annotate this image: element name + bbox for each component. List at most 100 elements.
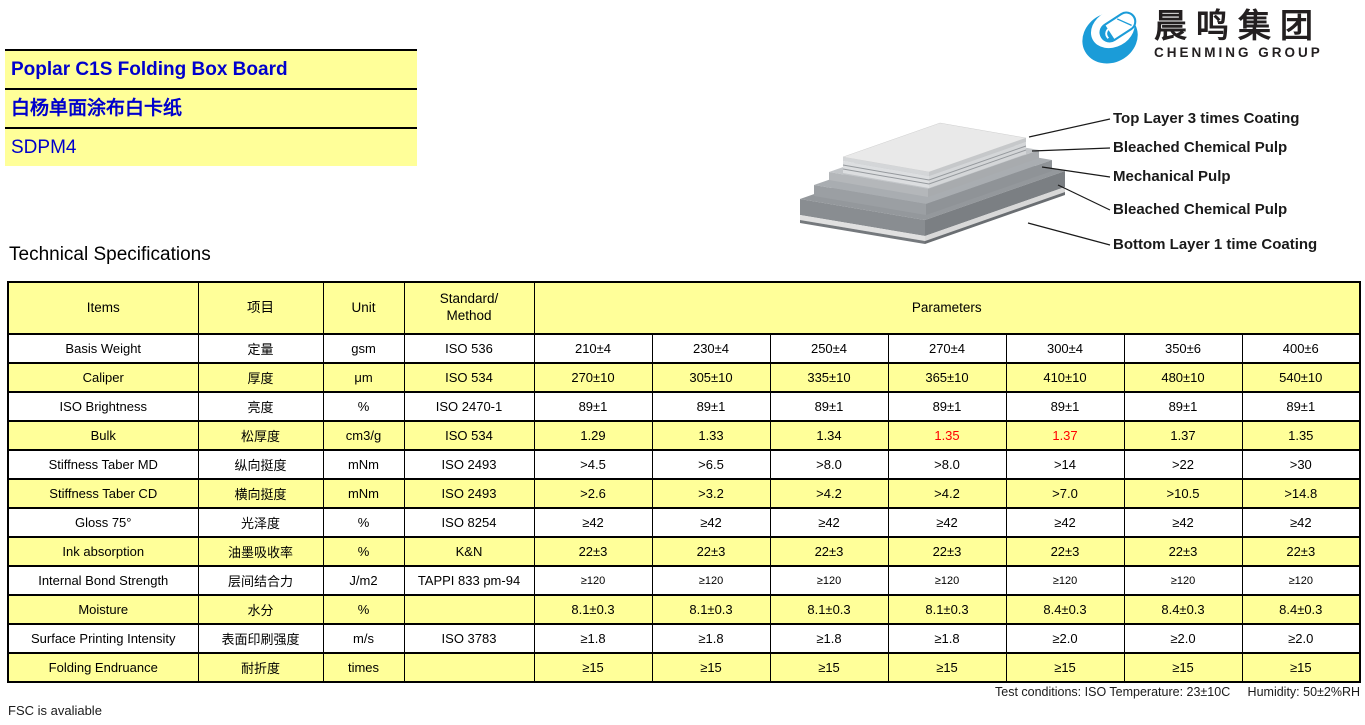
table-row: Stiffness Taber MD 纵向挺度 mNm ISO 2493 >4.5 >6.… — [7, 449, 1361, 480]
layer-label: Bleached Chemical Pulp — [1113, 201, 1288, 218]
spec-value: >10.5 — [1123, 478, 1243, 509]
company-logo: 晨鸣集团 CHENMING GROUP — [1074, 5, 1323, 69]
humidity-text: Humidity: 50±2%RH — [1247, 685, 1360, 699]
spec-value: 1.34 — [769, 420, 889, 451]
spec-standard: ISO 534 — [403, 362, 535, 393]
spec-value: 22±3 — [769, 536, 889, 567]
spec-value: 230±4 — [651, 333, 771, 364]
spec-value: ≥15 — [1005, 652, 1125, 683]
spec-item-zh: 横向挺度 — [197, 478, 324, 509]
spec-value: 8.1±0.3 — [533, 594, 653, 625]
product-name-en: Poplar C1S Folding Box Board — [5, 49, 417, 88]
col-header-unit: Unit — [322, 281, 405, 335]
spec-item-en: Stiffness Taber CD — [7, 478, 199, 509]
spec-item-zh: 定量 — [197, 333, 324, 364]
spec-item-en: ISO Brightness — [7, 391, 199, 422]
table-row: Folding Endruance 耐折度 times ≥15 ≥15 ≥15 ≥15 ≥15… — [7, 652, 1361, 683]
spec-value: 89±1 — [1005, 391, 1125, 422]
spec-unit: % — [322, 391, 405, 422]
spec-value: 89±1 — [651, 391, 771, 422]
spec-value: >2.6 — [533, 478, 653, 509]
spec-value: ≥42 — [769, 507, 889, 538]
col-header-items: Items — [7, 281, 199, 335]
col-header-parameters: Parameters — [533, 281, 1361, 335]
spec-item-zh: 光泽度 — [197, 507, 324, 538]
company-name-zh: 晨鸣集团 — [1154, 7, 1322, 44]
spec-value: 365±10 — [887, 362, 1007, 393]
spec-item-zh: 油墨吸收率 — [197, 536, 324, 567]
spec-value: 540±10 — [1241, 362, 1361, 393]
spec-value: >14.8 — [1241, 478, 1361, 509]
spec-value: 89±1 — [887, 391, 1007, 422]
spec-value: >3.2 — [651, 478, 771, 509]
spec-value: >22 — [1123, 449, 1243, 480]
spec-item-en: Caliper — [7, 362, 199, 393]
spec-value: >8.0 — [887, 449, 1007, 480]
spec-unit: mNm — [322, 449, 405, 480]
layer-stack-illustration — [800, 118, 1111, 246]
layer-label: Bottom Layer 1 time Coating — [1113, 236, 1318, 253]
spec-value: 8.4±0.3 — [1241, 594, 1361, 625]
spec-item-en: Bulk — [7, 420, 199, 451]
spec-value: 400±6 — [1241, 333, 1361, 364]
col-header-standard: Standard/ Method — [403, 281, 535, 335]
board-structure-diagram: Top Layer 3 times Coating Bleached Chemic… — [780, 95, 1365, 265]
spec-value: 300±4 — [1005, 333, 1125, 364]
spec-unit: mNm — [322, 478, 405, 509]
spec-value: 8.1±0.3 — [651, 594, 771, 625]
spec-value: >4.2 — [887, 478, 1007, 509]
product-name-zh: 白杨单面涂布白卡纸 — [5, 88, 417, 127]
spec-value: 480±10 — [1123, 362, 1243, 393]
spec-item-zh: 厚度 — [197, 362, 324, 393]
spec-value: ≥15 — [533, 652, 653, 683]
spec-unit: m/s — [322, 623, 405, 654]
spec-table-body: Basis Weight 定量 gsm ISO 536 210±4 230±4 250±4 2… — [7, 333, 1361, 683]
test-conditions: Test conditions: ISO Temperature: 23±10C… — [995, 685, 1360, 699]
spec-value: ≥120 — [887, 565, 1007, 596]
spec-value: 89±1 — [769, 391, 889, 422]
spec-value: >14 — [1005, 449, 1125, 480]
spec-value: 210±4 — [533, 333, 653, 364]
table-row: ISO Brightness 亮度% ISO 2470-1 89±1 89±1 89±1 8… — [7, 391, 1361, 422]
spec-item-en: Basis Weight — [7, 333, 199, 364]
spec-value: ≥15 — [887, 652, 1007, 683]
table-row: Internal Bond Strength 层间结合力 J/m2 TAPPI 833… — [7, 565, 1361, 596]
spec-standard: TAPPI 833 pm-94 — [403, 565, 535, 596]
layer-label: Top Layer 3 times Coating — [1113, 110, 1300, 127]
spec-value: 22±3 — [651, 536, 771, 567]
table-row: Stiffness Taber CD 横向挺度 mNm ISO 2493 >2.6 >3.… — [7, 478, 1361, 509]
spec-value: 1.33 — [651, 420, 771, 451]
table-row: Surface Printing Intensity 表面印刷强度 m/s ISO 3… — [7, 623, 1361, 654]
logo-text: 晨鸣集团 CHENMING GROUP — [1154, 5, 1323, 61]
spec-value: 335±10 — [769, 362, 889, 393]
spec-item-en: Ink absorption — [7, 536, 199, 567]
spec-value: 22±3 — [1005, 536, 1125, 567]
spec-value: ≥120 — [651, 565, 771, 596]
spec-value: 1.35 — [1241, 420, 1361, 451]
spec-value: 89±1 — [1123, 391, 1243, 422]
spec-value: 22±3 — [533, 536, 653, 567]
spec-value: ≥42 — [1005, 507, 1125, 538]
spec-standard: ISO 2493 — [403, 478, 535, 509]
table-row: Caliper 厚度 μm ISO 534 270±10 305±10 335±10 365±… — [7, 362, 1361, 393]
spec-value: ≥15 — [651, 652, 771, 683]
spec-value: ≥15 — [1241, 652, 1361, 683]
spec-value: ≥42 — [1123, 507, 1243, 538]
spec-unit: J/m2 — [322, 565, 405, 596]
spec-standard: ISO 8254 — [403, 507, 535, 538]
spec-value: ≥15 — [769, 652, 889, 683]
table-row: Basis Weight 定量 gsm ISO 536 210±4 230±4 250±4 2… — [7, 333, 1361, 364]
spec-item-en: Moisture — [7, 594, 199, 625]
spec-value: ≥42 — [533, 507, 653, 538]
spec-value: >4.2 — [769, 478, 889, 509]
spec-value: ≥120 — [769, 565, 889, 596]
spec-table: Items 项目 Unit Standard/ Method Parameter… — [7, 281, 1362, 683]
spec-value: ≥2.0 — [1123, 623, 1243, 654]
spec-value: 270±10 — [533, 362, 653, 393]
spec-item-zh: 表面印刷强度 — [197, 623, 324, 654]
spec-value: ≥42 — [1241, 507, 1361, 538]
table-row: Moisture 水分% 8.1±0.3 8.1±0.3 8.1±0.3 8.1±0.3 8… — [7, 594, 1361, 625]
spec-item-en: Internal Bond Strength — [7, 565, 199, 596]
spec-item-zh: 亮度 — [197, 391, 324, 422]
spec-value: 8.4±0.3 — [1005, 594, 1125, 625]
